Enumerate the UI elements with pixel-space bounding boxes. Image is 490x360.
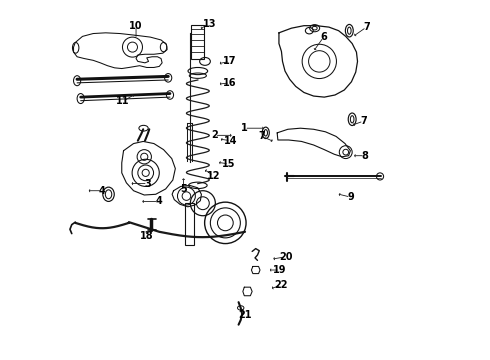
Text: 21: 21	[238, 310, 252, 320]
Text: 8: 8	[362, 151, 368, 161]
Text: 12: 12	[207, 171, 220, 181]
Text: 22: 22	[275, 280, 288, 291]
Bar	[185, 203, 194, 246]
Text: 6: 6	[320, 32, 327, 42]
Text: 13: 13	[202, 18, 216, 28]
Text: 7: 7	[363, 22, 370, 32]
Text: 10: 10	[129, 21, 143, 31]
Text: 9: 9	[347, 192, 354, 202]
Text: 20: 20	[279, 252, 293, 262]
Text: 2: 2	[211, 130, 218, 140]
Text: 19: 19	[273, 265, 287, 275]
Bar	[192, 24, 204, 59]
Text: 16: 16	[223, 78, 237, 88]
Text: 1: 1	[241, 123, 247, 133]
Text: 7: 7	[259, 131, 266, 141]
Text: 3: 3	[145, 179, 151, 189]
Text: 4: 4	[99, 186, 105, 196]
Text: 11: 11	[116, 96, 129, 107]
Text: 14: 14	[224, 136, 238, 146]
Text: 7: 7	[360, 116, 367, 126]
Text: 17: 17	[223, 57, 237, 66]
Text: 4: 4	[155, 197, 162, 206]
Text: 18: 18	[140, 231, 153, 242]
Text: 5: 5	[180, 184, 187, 194]
Text: 15: 15	[222, 159, 236, 169]
